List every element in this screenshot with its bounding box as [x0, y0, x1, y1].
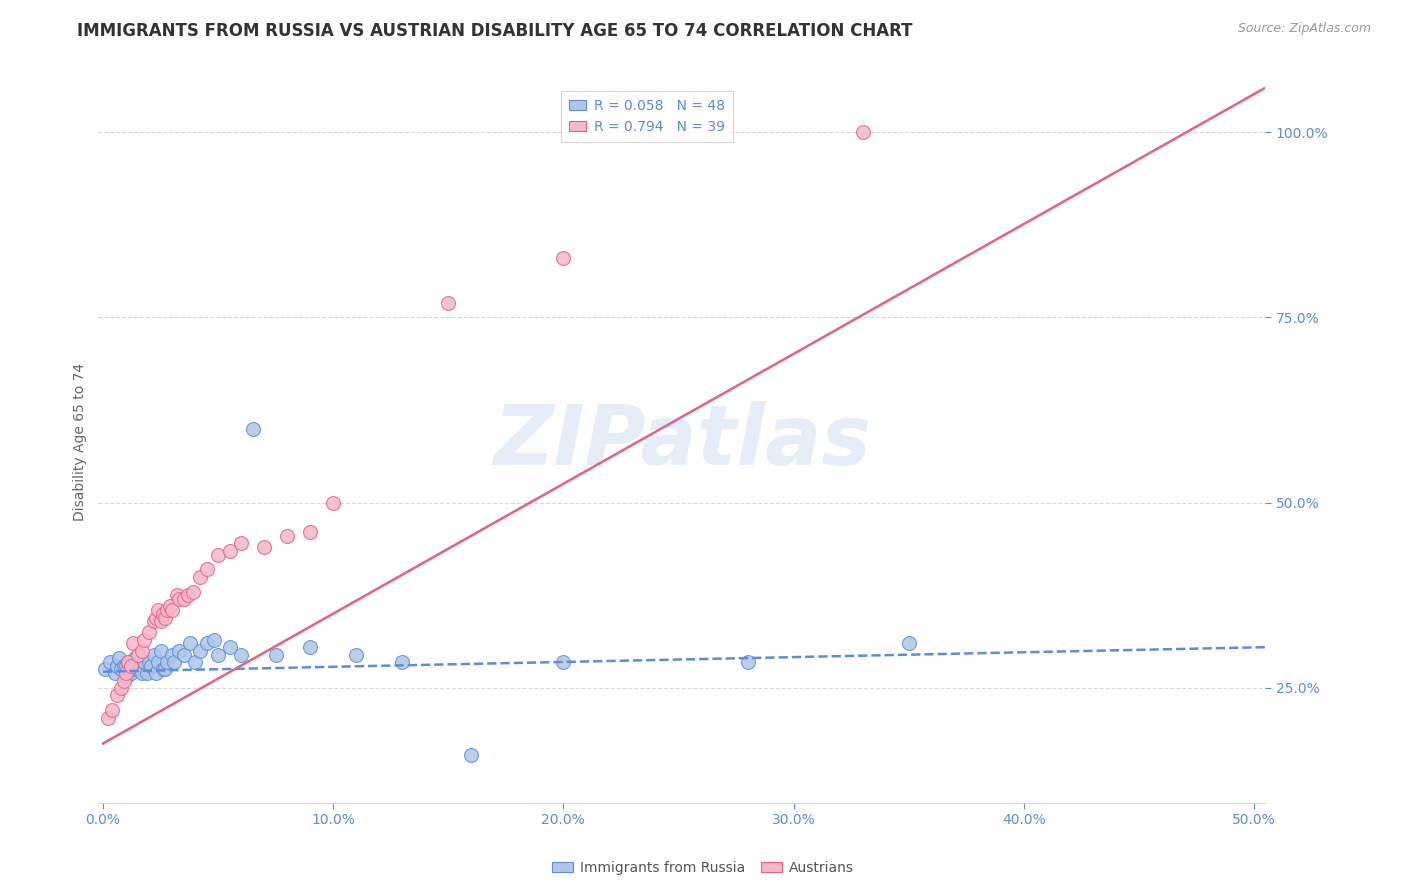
Point [322, 496, 344, 510]
Point [98, 655, 121, 669]
Point [117, 655, 139, 669]
Point [108, 651, 131, 665]
Point [299, 640, 322, 655]
Point [112, 673, 135, 688]
Point [202, 632, 225, 647]
Text: Source: ZipAtlas.com: Source: ZipAtlas.com [1237, 22, 1371, 36]
Point [159, 599, 181, 614]
Point [149, 614, 172, 628]
Point [218, 640, 240, 655]
Point [120, 666, 142, 681]
Point [299, 525, 322, 540]
Point [148, 603, 170, 617]
Point [124, 651, 146, 665]
Point [145, 666, 167, 681]
Point [128, 658, 150, 673]
Point [145, 610, 167, 624]
Point [276, 529, 298, 543]
Point [120, 658, 142, 673]
Point [141, 658, 163, 673]
Point [115, 670, 138, 684]
Point [156, 603, 179, 617]
Point [105, 658, 128, 673]
Legend: Immigrants from Russia, Austrians: Immigrants from Russia, Austrians [546, 855, 860, 880]
Point [135, 666, 157, 681]
Point [103, 666, 125, 681]
Point [134, 655, 156, 669]
Point [112, 658, 135, 673]
Point [101, 703, 124, 717]
Point [127, 662, 149, 676]
Point [156, 655, 179, 669]
Point [344, 648, 367, 662]
Point [105, 689, 128, 703]
Point [153, 662, 176, 676]
Point [138, 655, 160, 669]
Point [152, 662, 174, 676]
Point [264, 648, 287, 662]
Point [163, 655, 186, 669]
Point [253, 540, 276, 554]
Point [391, 655, 413, 669]
Point [122, 636, 145, 650]
Point [94, 662, 117, 676]
Text: ZIPatlas: ZIPatlas [494, 401, 870, 482]
Point [166, 588, 188, 602]
Point [177, 588, 200, 602]
Point [852, 125, 875, 139]
Point [160, 603, 183, 617]
Point [179, 636, 201, 650]
Point [218, 544, 240, 558]
Point [195, 636, 218, 650]
Legend: R = 0.058   N = 48, R = 0.794   N = 39: R = 0.058 N = 48, R = 0.794 N = 39 [561, 91, 734, 143]
Point [110, 681, 132, 695]
Point [115, 658, 138, 673]
Point [149, 644, 172, 658]
Point [437, 295, 460, 310]
Point [173, 648, 195, 662]
Point [167, 644, 190, 658]
Point [553, 251, 575, 265]
Point [195, 562, 218, 576]
Point [460, 747, 482, 762]
Point [229, 536, 252, 550]
Point [737, 655, 759, 669]
Point [97, 710, 120, 724]
Point [127, 648, 149, 662]
Point [160, 648, 183, 662]
Point [117, 655, 139, 669]
Point [115, 666, 138, 681]
Point [134, 632, 156, 647]
Point [138, 625, 160, 640]
Point [897, 636, 920, 650]
Text: IMMIGRANTS FROM RUSSIA VS AUSTRIAN DISABILITY AGE 65 TO 74 CORRELATION CHART: IMMIGRANTS FROM RUSSIA VS AUSTRIAN DISAB… [77, 22, 912, 40]
Point [131, 666, 153, 681]
Point [153, 610, 176, 624]
Point [553, 655, 575, 669]
Point [188, 570, 211, 584]
Point [131, 644, 153, 658]
Point [188, 644, 211, 658]
Point [207, 548, 229, 562]
Point [167, 592, 190, 607]
Point [152, 607, 174, 621]
Point [142, 614, 165, 628]
Point [110, 662, 132, 676]
Point [229, 648, 252, 662]
Point [184, 655, 207, 669]
Point [148, 655, 170, 669]
Point [142, 648, 165, 662]
Point [181, 584, 204, 599]
Point [173, 592, 195, 607]
Point [242, 421, 264, 435]
Point [122, 662, 145, 676]
Y-axis label: Disability Age 65 to 74: Disability Age 65 to 74 [73, 362, 87, 521]
Point [207, 648, 229, 662]
